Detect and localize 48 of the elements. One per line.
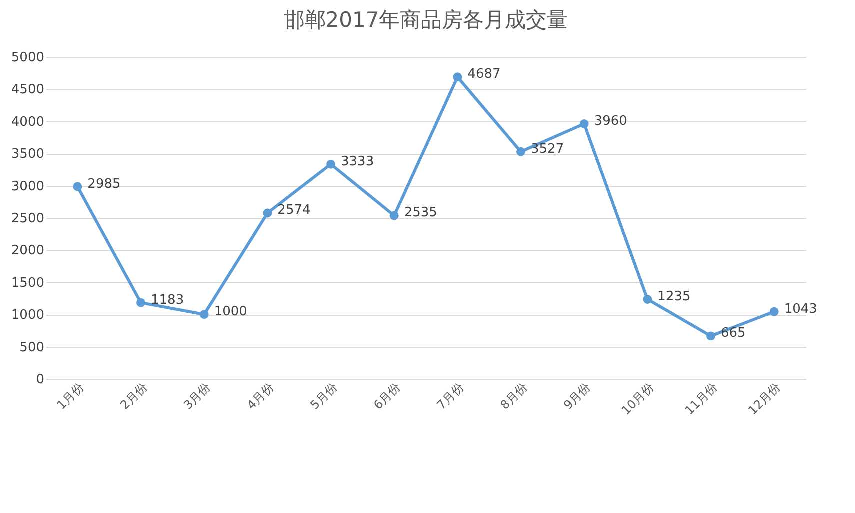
y-tick-label: 500	[20, 340, 44, 356]
point	[580, 120, 589, 128]
point	[73, 182, 82, 192]
x-tick-label: 8月份	[498, 380, 530, 412]
point	[516, 147, 526, 156]
x-tick-label: 11月份	[682, 380, 720, 418]
chart-title: 邯郸2017年商品房各月成交量	[284, 8, 568, 32]
point	[136, 298, 146, 308]
data-label: 1043	[784, 302, 818, 317]
x-tick-label: 4月份	[244, 380, 277, 412]
x-tick-label: 6月份	[371, 380, 404, 412]
y-tick-label: 1000	[11, 308, 44, 324]
point	[390, 211, 399, 220]
data-label: 3333	[341, 154, 374, 170]
y-tick-label: 0	[36, 372, 44, 388]
x-tick-label: 10月份	[618, 380, 657, 418]
data-label: 2985	[88, 176, 121, 192]
data-label: 1183	[151, 292, 184, 308]
data-label: 4687	[468, 67, 501, 82]
x-tick-label: 12月份	[746, 380, 784, 418]
x-tick-label: 1月份	[54, 380, 87, 412]
y-tick-label: 5000	[11, 50, 44, 66]
y-tick-label: 1500	[11, 276, 44, 291]
data-label: 665	[721, 326, 746, 342]
data-label: 2574	[278, 203, 311, 218]
point	[643, 295, 652, 304]
y-tick-label: 4000	[11, 114, 44, 130]
point	[706, 332, 716, 341]
data-label: 2535	[404, 206, 438, 221]
point	[200, 310, 209, 320]
x-tick-label: 2月份	[118, 380, 150, 412]
data-label: 1000	[214, 304, 248, 320]
point	[770, 307, 779, 316]
x-tick-label: 7月份	[434, 380, 467, 412]
data-label: 1235	[658, 289, 691, 304]
data-label: 3527	[531, 142, 564, 157]
data-label: 3960	[594, 114, 628, 129]
y-tick-label: 3000	[11, 179, 44, 194]
x-tick-label: 5月份	[308, 380, 340, 412]
y-tick-label: 2500	[11, 212, 44, 226]
point	[326, 160, 336, 169]
y-tick-label: 2000	[11, 244, 44, 259]
y-tick-label: 4500	[11, 82, 44, 98]
y-tick-label: 3500	[11, 147, 44, 162]
x-tick-label: 9月份	[561, 380, 594, 412]
point	[263, 208, 272, 218]
point	[453, 72, 462, 82]
x-tick-label: 3月份	[181, 380, 214, 412]
